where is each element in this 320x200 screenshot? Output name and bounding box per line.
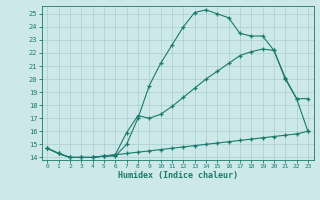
X-axis label: Humidex (Indice chaleur): Humidex (Indice chaleur) bbox=[118, 171, 237, 180]
